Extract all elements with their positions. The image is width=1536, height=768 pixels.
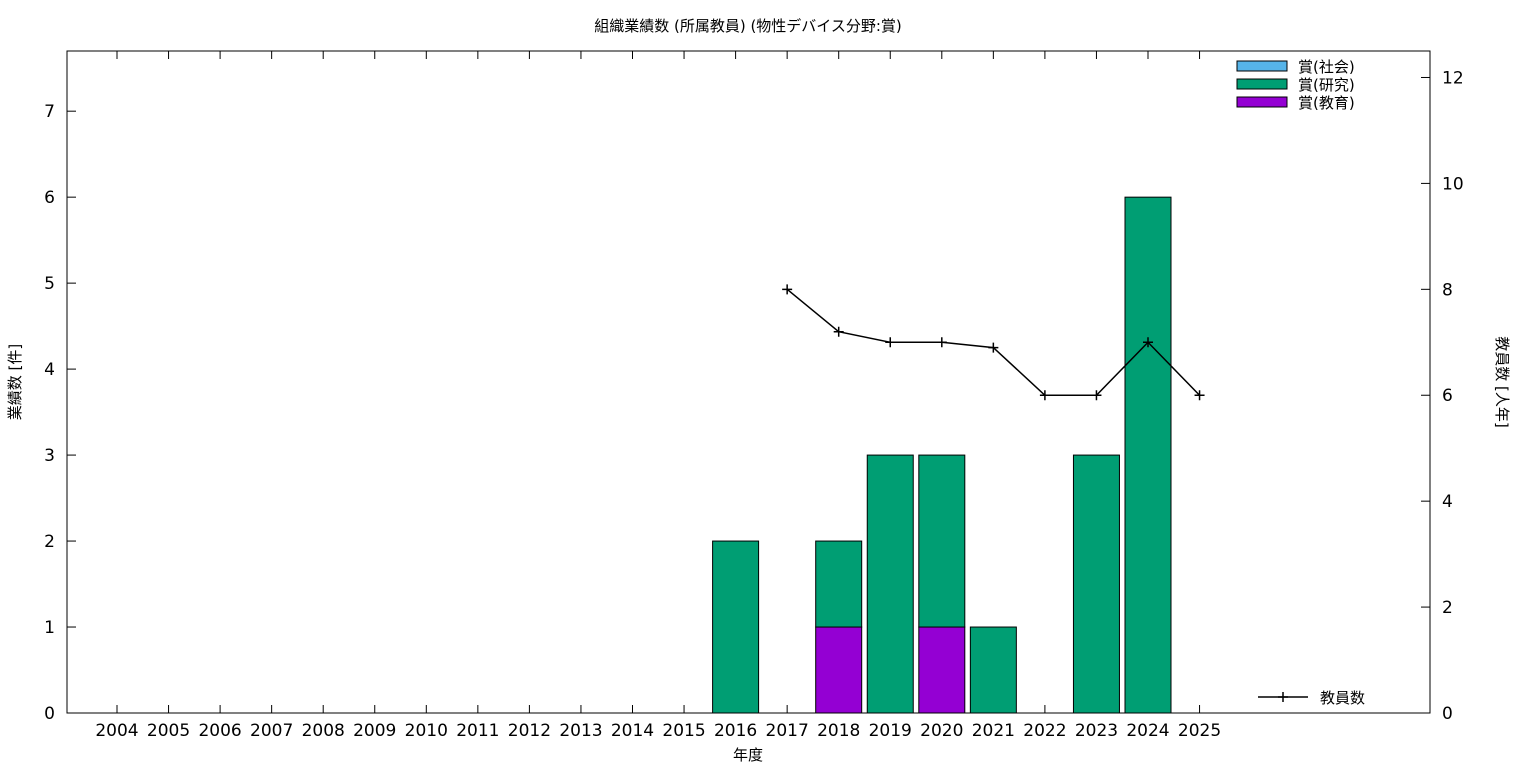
x-tick-label: 2019 xyxy=(869,721,912,741)
x-tick-label: 2009 xyxy=(353,721,396,741)
x-tick-label: 2014 xyxy=(611,721,654,741)
bar xyxy=(712,540,760,714)
x-tick-label: 2006 xyxy=(198,721,241,741)
y-tick-label: 0 xyxy=(44,704,55,724)
y2-tick-label: 8 xyxy=(1442,280,1453,300)
legend-swatch xyxy=(1236,60,1288,72)
y-tick-label: 6 xyxy=(44,188,55,208)
x-tick-label: 2022 xyxy=(1023,721,1066,741)
y2-tick-label: 4 xyxy=(1442,492,1453,512)
x-axis-label: 年度 xyxy=(733,746,763,764)
legend-line-label: 教員数 xyxy=(1320,689,1365,707)
y-tick-label: 3 xyxy=(44,446,55,466)
y2-axis-label: 教員数 [人年] xyxy=(1493,336,1511,427)
y2-axis-ticks: 0 2 4 6 8 10 12 xyxy=(1421,68,1464,724)
bar xyxy=(815,540,863,628)
x-tick-label: 2010 xyxy=(405,721,448,741)
x-tick-label: 2016 xyxy=(714,721,757,741)
x-tick-label: 2011 xyxy=(456,721,499,741)
bar xyxy=(918,454,966,628)
legend-label: 賞(教育) xyxy=(1298,94,1355,112)
x-tick-label: 2012 xyxy=(508,721,551,741)
teacher-count-point xyxy=(782,284,793,295)
teacher-count-point xyxy=(1091,390,1102,401)
x-tick-label: 2018 xyxy=(817,721,860,741)
x-tick-label: 2008 xyxy=(302,721,345,741)
legend-label: 賞(研究) xyxy=(1298,76,1355,94)
x-axis-ticks: 2004 2005 2006 2007 2008 2009 2010 2011 2012 2013… xyxy=(95,51,1221,741)
y-tick-label: 2 xyxy=(44,532,55,552)
x-tick-label: 2020 xyxy=(920,721,963,741)
legend-swatch xyxy=(1236,96,1288,108)
bars xyxy=(712,196,1172,714)
x-tick-label: 2004 xyxy=(95,721,138,741)
teacher-count-line xyxy=(782,284,1205,401)
y2-tick-label: 2 xyxy=(1442,598,1453,618)
y2-tick-label: 12 xyxy=(1442,68,1464,88)
teacher-count-point xyxy=(1039,390,1050,401)
y2-tick-label: 6 xyxy=(1442,386,1453,406)
bar xyxy=(815,626,863,714)
bar xyxy=(1124,196,1172,714)
y2-tick-label: 0 xyxy=(1442,704,1453,724)
x-tick-label: 2021 xyxy=(972,721,1015,741)
bar xyxy=(918,626,966,714)
x-tick-label: 2007 xyxy=(250,721,293,741)
legend-label: 賞(社会) xyxy=(1298,58,1355,76)
y-tick-label: 5 xyxy=(44,274,55,294)
x-tick-label: 2023 xyxy=(1075,721,1118,741)
chart-title: 組織業績数 (所属教員) (物性デバイス分野:賞) xyxy=(594,17,902,35)
x-tick-label: 2024 xyxy=(1126,721,1169,741)
teacher-count-point xyxy=(885,337,896,348)
y-axis-label: 業績数 [件] xyxy=(6,344,24,420)
x-tick-label: 2015 xyxy=(662,721,705,741)
bar xyxy=(866,454,914,714)
teacher-count-point xyxy=(1194,390,1205,401)
legend: 賞(社会)賞(研究)賞(教育) 教員数 xyxy=(1236,58,1365,707)
teacher-count-point xyxy=(1143,337,1153,348)
x-tick-label: 2013 xyxy=(559,721,602,741)
x-tick-label: 2005 xyxy=(147,721,190,741)
teacher-count-point xyxy=(833,326,844,337)
y-axis-ticks: 0 1 2 3 4 5 6 7 xyxy=(44,102,76,724)
legend-swatch xyxy=(1236,78,1288,90)
y-tick-label: 7 xyxy=(44,102,55,122)
bar xyxy=(969,626,1017,714)
x-tick-label: 2025 xyxy=(1178,721,1221,741)
legend-line-marker xyxy=(1278,692,1288,702)
x-tick-label: 2017 xyxy=(766,721,809,741)
teacher-count-point xyxy=(988,342,999,353)
y2-tick-label: 10 xyxy=(1442,174,1464,194)
y-tick-label: 1 xyxy=(44,618,55,638)
y-tick-label: 4 xyxy=(44,360,55,380)
bar xyxy=(1072,454,1120,714)
teacher-count-point xyxy=(936,337,947,348)
